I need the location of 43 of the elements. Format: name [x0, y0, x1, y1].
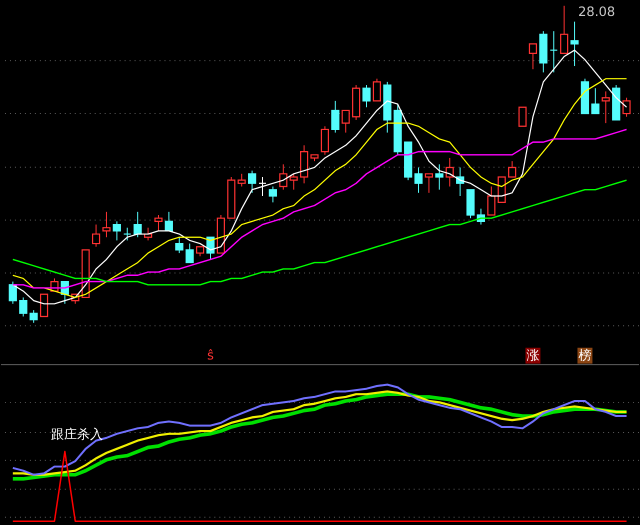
candlestick: [550, 30, 558, 73]
candlestick: [102, 211, 111, 238]
candlestick: [487, 186, 496, 216]
candlestick: [134, 211, 142, 238]
candlestick: [248, 170, 256, 194]
candlestick: [591, 88, 600, 114]
annotation: 28.08: [578, 4, 616, 20]
candlestick: [238, 173, 246, 187]
candlestick: [435, 164, 444, 190]
candlestick: [570, 21, 579, 67]
candlestick: [290, 173, 298, 190]
candlestick: [424, 173, 434, 194]
candlestick: [164, 211, 173, 232]
text: 榜: [578, 348, 592, 364]
candlestick: [92, 224, 100, 248]
candlestick: [362, 84, 371, 108]
candlestick: [258, 176, 267, 197]
candlestick: [508, 160, 516, 178]
candlestick: [8, 281, 17, 304]
candlestick: [175, 236, 184, 254]
candlestick: [622, 97, 631, 118]
candlestick: [154, 214, 163, 232]
text: 涨: [526, 348, 540, 364]
candlestick: [186, 243, 194, 264]
candlestick: [279, 164, 288, 190]
candlestick: [19, 296, 28, 317]
candlestick: [40, 294, 48, 318]
candlestick: [414, 166, 423, 194]
candlestick: [331, 100, 340, 134]
candlestick: [320, 126, 329, 156]
candlestick: [196, 246, 204, 257]
candlestick: [112, 220, 121, 241]
candlestick: [268, 186, 277, 203]
annotation: 跟庄杀入: [50, 428, 103, 443]
candlestick: [446, 157, 454, 187]
candlestick: [602, 90, 610, 124]
candlestick: [518, 106, 527, 127]
candlestick: [30, 310, 38, 324]
candlestick: [123, 227, 132, 241]
candlestick: [372, 78, 382, 102]
text: ŝ: [207, 348, 214, 364]
candlestick: [528, 43, 538, 70]
candlestick: [342, 110, 350, 134]
